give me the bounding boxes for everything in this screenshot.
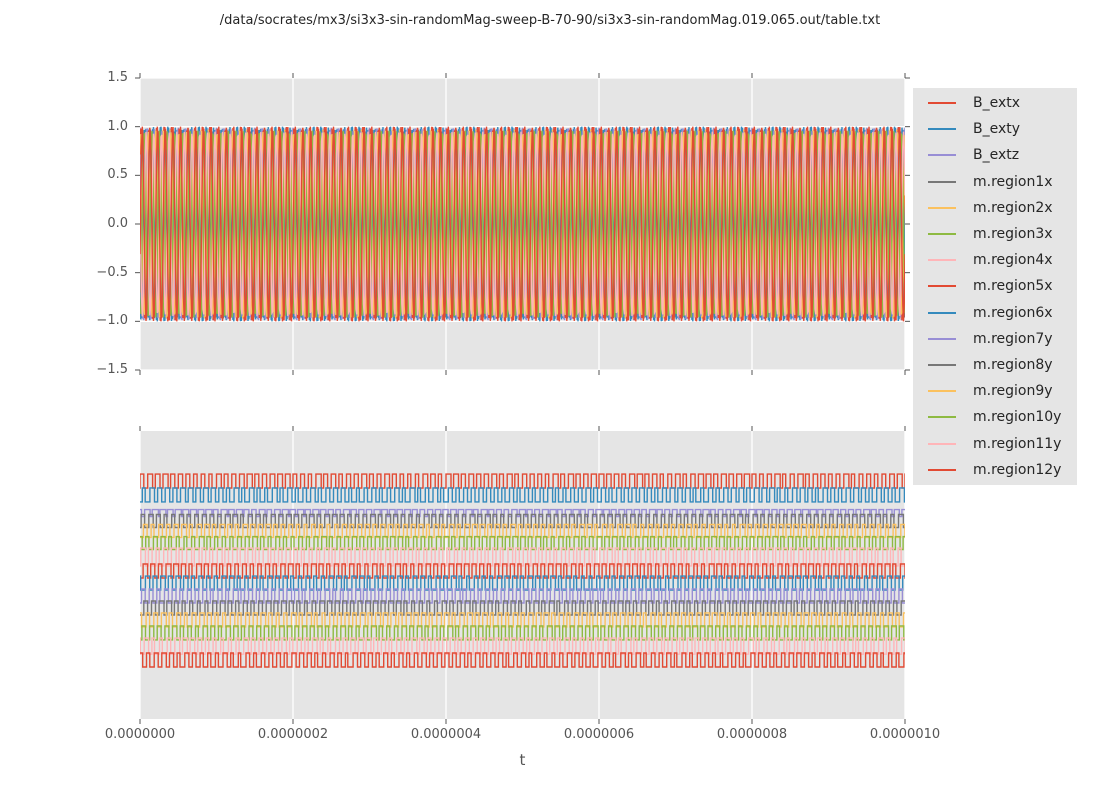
x-tick-label: 0.0000004 xyxy=(410,727,482,742)
legend-entry: m.region2x xyxy=(923,195,1077,221)
y-tick-label: 0.0 xyxy=(107,216,128,231)
bottom-series-m.region12y xyxy=(140,652,905,668)
y-tick-label: −1.5 xyxy=(96,362,128,377)
legend-line-swatch xyxy=(928,102,956,105)
legend-line-swatch xyxy=(928,390,956,393)
bottom-series-m.region6x xyxy=(140,575,905,591)
bottom-tick-marks xyxy=(139,426,906,724)
legend-label: m.region11y xyxy=(973,435,1062,452)
x-tick-label: 0.0000010 xyxy=(869,727,941,742)
bottom-series-m.region7y xyxy=(140,588,905,604)
legend-entry: m.region1x xyxy=(923,169,1077,195)
y-tick-label: 1.0 xyxy=(107,118,128,134)
x-axis-label: t xyxy=(519,751,526,769)
x-tick-label: 0.0000002 xyxy=(257,727,329,742)
legend-line-swatch xyxy=(928,468,956,471)
bottom-series-m.region1x xyxy=(140,513,905,529)
legend-line-swatch xyxy=(928,154,956,157)
legend-label: m.region6x xyxy=(973,304,1053,321)
legend-label: B_exty xyxy=(973,121,1021,138)
legend-line-swatch xyxy=(928,259,956,262)
top-tick-marks xyxy=(135,73,910,375)
legend-label: m.region7y xyxy=(973,330,1053,347)
legend-label: m.region8y xyxy=(973,356,1053,373)
bottom-series-m.region11y xyxy=(140,637,905,655)
legend-label: m.region10y xyxy=(973,409,1062,426)
legend-line-swatch xyxy=(928,180,956,183)
bottom-series-m.region9y xyxy=(140,612,905,628)
x-tick-label: 0.0000006 xyxy=(563,727,635,742)
legend-entry: m.region10y xyxy=(923,404,1077,430)
bottom-series-m.region5x xyxy=(140,563,905,579)
legend-line-swatch xyxy=(928,285,956,288)
legend-line-swatch xyxy=(928,363,956,366)
legend-label: m.region3x xyxy=(973,226,1053,243)
legend-entry: m.region8y xyxy=(923,352,1077,378)
legend-entry: m.region5x xyxy=(923,273,1077,299)
legend-line-swatch xyxy=(928,442,956,445)
legend: B_extx B_exty B_extz m.region1x m.region2x m.… xyxy=(913,88,1077,485)
legend-entry: m.region12y xyxy=(923,457,1077,483)
legend-line-swatch xyxy=(928,128,956,131)
legend-entry: m.region3x xyxy=(923,221,1077,247)
legend-label: m.region9y xyxy=(973,383,1053,400)
legend-line-swatch xyxy=(928,337,956,340)
bottom-series-m.region10y xyxy=(140,625,905,641)
bottom-series-group xyxy=(140,473,905,668)
bottom-series-m.region3x xyxy=(140,535,905,551)
y-tick-label: −0.5 xyxy=(96,264,128,280)
top-series-m.region12y xyxy=(140,126,905,322)
top-series-group xyxy=(140,126,905,322)
top-series-m.region11y xyxy=(140,131,905,317)
legend-entry: m.region7y xyxy=(923,326,1077,352)
legend-label: m.region4x xyxy=(973,252,1053,269)
legend-label: B_extx xyxy=(973,95,1021,112)
bottom-series-m.region8y xyxy=(140,600,905,616)
legend-entry: m.region4x xyxy=(923,247,1077,273)
x-tick-label: 0.0000008 xyxy=(716,727,788,742)
plot-title: /data/socrates/mx3/si3x3-sin-randomMag-s… xyxy=(219,13,881,28)
legend-entry: B_exty xyxy=(923,116,1077,142)
legend-entry: B_extz xyxy=(923,142,1077,168)
bottom-series-B_extz xyxy=(140,508,905,518)
legend-entry: m.region11y xyxy=(923,430,1077,456)
y-tick-label: 0.5 xyxy=(107,167,128,183)
legend-entry: m.region6x xyxy=(923,300,1077,326)
bottom-series-m.region2x xyxy=(140,523,905,539)
legend-line-swatch xyxy=(928,206,956,209)
legend-entry: m.region9y xyxy=(923,378,1077,404)
legend-line-swatch xyxy=(928,311,956,314)
bottom-series-m.region4x xyxy=(140,547,905,567)
x-tick-label: 0.0000000 xyxy=(104,727,176,742)
legend-line-swatch xyxy=(928,233,956,236)
legend-label: m.region1x xyxy=(973,173,1053,190)
legend-line-swatch xyxy=(928,416,956,419)
bottom-series-B_exty xyxy=(140,487,905,503)
y-tick-label: −1.0 xyxy=(96,313,128,329)
legend-label: m.region12y xyxy=(973,461,1062,478)
legend-label: m.region2x xyxy=(973,199,1053,216)
legend-label: B_extz xyxy=(973,147,1020,164)
legend-entry: B_extx xyxy=(923,90,1077,116)
y-tick-label: 1.5 xyxy=(107,70,128,85)
legend-label: m.region5x xyxy=(973,278,1053,295)
